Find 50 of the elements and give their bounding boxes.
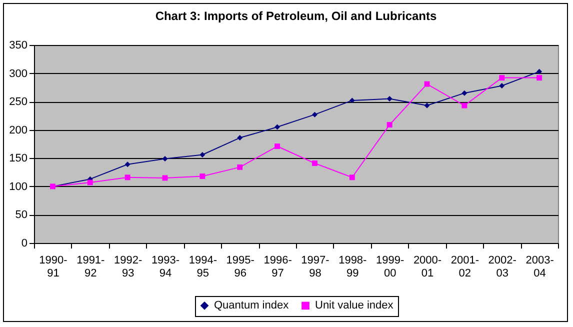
point xyxy=(124,174,130,180)
point xyxy=(499,82,505,88)
x-tick-label: 1999-00 xyxy=(376,254,404,280)
point xyxy=(237,135,243,141)
y-tick-label: 150 xyxy=(9,152,28,165)
y-tick-label: 100 xyxy=(9,180,28,193)
point xyxy=(349,98,355,104)
legend-label: Unit value index xyxy=(315,300,394,312)
point xyxy=(462,102,468,108)
legend-label: Quantum index xyxy=(214,300,290,312)
x-tick-label: 1997-98 xyxy=(301,254,330,280)
x-tick-label: 1998-99 xyxy=(338,254,368,280)
x-tick-label: 2002-03 xyxy=(488,254,517,280)
point xyxy=(312,112,318,118)
point xyxy=(200,174,206,179)
point xyxy=(162,156,168,162)
point xyxy=(124,162,130,168)
y-tick-label: 250 xyxy=(9,96,28,108)
x-tick-label: 1994-95 xyxy=(188,254,218,280)
y-tick-label: 200 xyxy=(9,124,28,136)
point xyxy=(462,90,468,96)
x-tick-label: 1991-92 xyxy=(76,254,106,280)
x-tick-label: 1993-94 xyxy=(151,254,180,280)
point xyxy=(274,124,280,130)
point xyxy=(200,152,206,158)
point xyxy=(162,175,168,181)
point xyxy=(386,96,392,102)
point xyxy=(536,68,542,74)
y-tick-label: 350 xyxy=(9,40,28,52)
point xyxy=(386,122,392,128)
point xyxy=(237,164,243,170)
y-tick-label: 50 xyxy=(15,209,28,222)
point xyxy=(87,180,93,186)
point xyxy=(312,160,318,166)
point xyxy=(274,144,280,149)
x-tick-label: 1996-97 xyxy=(264,254,292,280)
x-tick-label: 1992-93 xyxy=(114,254,142,280)
x-tick-label: 1990-91 xyxy=(39,254,68,280)
point xyxy=(536,75,542,81)
point xyxy=(499,75,505,81)
point xyxy=(424,81,430,87)
x-tick-label: 1995-96 xyxy=(226,254,255,280)
point xyxy=(424,102,430,108)
y-tick-label: 300 xyxy=(9,68,28,80)
y-tick-label: 0 xyxy=(21,238,28,250)
chart-title: Chart 3: Imports of Petroleum, Oil and Lubricants xyxy=(155,9,438,23)
x-tick-label: 2001-02 xyxy=(450,254,480,280)
x-tick-label: 2000-01 xyxy=(413,254,442,280)
point xyxy=(349,174,355,180)
x-tick-label: 2003-04 xyxy=(526,254,554,280)
